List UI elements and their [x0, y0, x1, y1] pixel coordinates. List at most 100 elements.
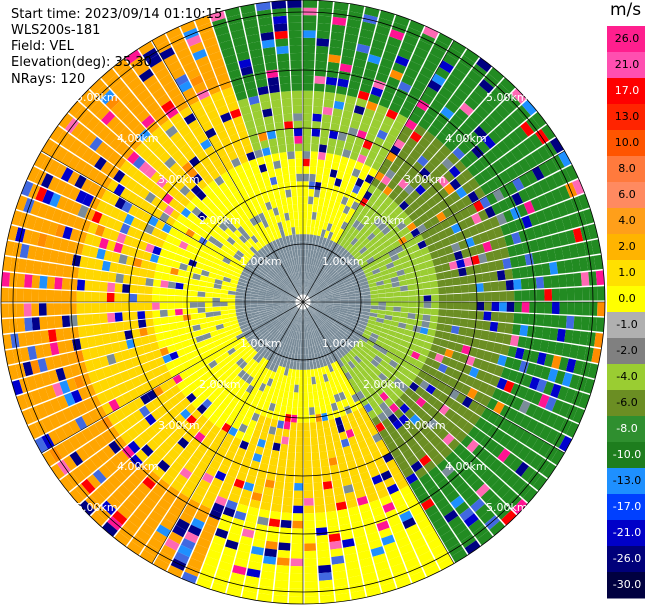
radar-gate [327, 231, 334, 240]
radar-gate [358, 257, 367, 265]
radar-gate [121, 392, 133, 404]
radar-gate [315, 512, 326, 521]
radar-gate [179, 196, 191, 207]
radar-gate [282, 278, 289, 286]
radar-gate [84, 280, 93, 291]
radar-gate [341, 365, 349, 374]
radar-gate [112, 220, 124, 232]
radar-gate [232, 564, 247, 576]
radar-gate [92, 313, 101, 325]
radar-gate [308, 257, 313, 265]
radar-gate [355, 329, 364, 336]
radar-gate [220, 231, 230, 241]
radar-gate [33, 152, 48, 169]
radar-gate [341, 249, 349, 257]
radar-gate [260, 31, 274, 41]
radar-gate [436, 131, 449, 145]
radar-gate [196, 150, 208, 162]
radar-gate [432, 411, 444, 423]
radar-gate [321, 237, 327, 246]
radar-gate [309, 306, 316, 311]
radar-gate [202, 364, 212, 373]
radar-gate [485, 473, 500, 488]
radar-gate [558, 274, 567, 288]
radar-gate [267, 335, 275, 344]
radar-gate [429, 280, 439, 288]
radar-gate [482, 241, 493, 253]
radar-gate [526, 418, 539, 433]
radar-gate [312, 391, 319, 400]
radar-gate [235, 238, 244, 247]
radar-gate [291, 306, 298, 313]
radar-gate [280, 334, 286, 343]
radar-gate [321, 284, 329, 290]
radar-gate [381, 175, 392, 186]
radar-gate [77, 127, 91, 143]
radar-gate [198, 317, 207, 324]
radar-gate [197, 302, 205, 308]
radar-gate [332, 154, 342, 164]
radar-gate [382, 274, 391, 281]
radar-gate [129, 284, 138, 294]
radar-gate [12, 348, 23, 364]
radar-gate [407, 313, 416, 320]
radar-gate [373, 405, 383, 416]
radar-gate [582, 302, 590, 316]
radar-gate [374, 560, 390, 572]
radar-gate [367, 54, 381, 65]
colorbar-tick-label: 8.0 [618, 162, 636, 175]
radar-gate [303, 166, 310, 174]
radar-gate [219, 298, 228, 302]
radar-gate [504, 268, 514, 280]
radar-gate [401, 125, 414, 137]
radar-gate [531, 251, 542, 265]
radar-gate [434, 370, 445, 381]
radar-gate [371, 450, 382, 461]
radar-gate [214, 175, 225, 186]
radar-gate [377, 488, 389, 499]
radar-gate [305, 249, 309, 257]
radar-gate [172, 442, 185, 455]
radar-gate [453, 250, 464, 261]
radar-gate [141, 444, 154, 457]
radar-gate [499, 433, 512, 448]
radar-gate [315, 310, 322, 316]
radar-gate [295, 226, 300, 235]
radar-gate [327, 279, 335, 286]
radar-gate [484, 115, 499, 130]
radar-gate [339, 326, 348, 333]
radar-gate [228, 579, 244, 590]
radar-gate [264, 417, 272, 426]
radar-gate [259, 288, 267, 293]
radar-gate [151, 158, 164, 171]
radar-gate [257, 324, 265, 331]
radar-gate [561, 245, 572, 260]
radar-gate [240, 213, 250, 223]
radar-gate [338, 163, 347, 173]
radar-gate [37, 358, 48, 373]
radar-gate [309, 295, 317, 299]
radar-gate [291, 83, 302, 91]
radar-gate [352, 426, 362, 436]
radar-gate [319, 594, 335, 604]
radar-gate [307, 316, 310, 324]
radar-gate [462, 408, 474, 421]
radar-gate [86, 257, 96, 269]
radar-gate [438, 309, 447, 317]
radar-gate [197, 460, 209, 472]
radar-gate [213, 217, 223, 227]
radar-gate [197, 114, 210, 126]
radar-gate [276, 557, 290, 566]
radar-gate [387, 330, 397, 337]
radar-gate [388, 555, 404, 568]
radar-gate [318, 151, 326, 161]
radar-gate [284, 268, 290, 276]
radar-gate [543, 235, 554, 249]
radar-gate [137, 276, 147, 286]
radar-gate [144, 286, 153, 295]
radar-gate [285, 235, 291, 244]
radar-gate [400, 226, 411, 236]
radar-gate [316, 292, 325, 297]
radar-gate [95, 141, 109, 156]
radar-gate [340, 299, 349, 302]
